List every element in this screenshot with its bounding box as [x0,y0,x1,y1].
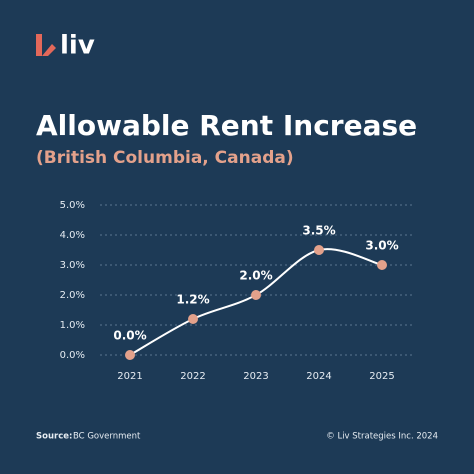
x-tick-label: 2025 [369,371,394,382]
source: BC Government [73,432,141,442]
x-tick-label: 2022 [180,371,205,382]
value-label: 1.2% [176,293,209,307]
logo-icon [36,34,56,56]
chart-subtitle: (British Columbia, Canada) [36,148,294,168]
y-tick-label: 0.0% [60,350,85,361]
source-label: Source: [36,432,72,442]
value-label: 2.0% [239,269,272,283]
point [377,260,387,270]
point [314,245,324,255]
y-tick-label: 3.0% [60,260,85,271]
value-label: 3.5% [302,224,335,238]
point [188,314,198,324]
value-label: 0.0% [113,329,146,343]
x-tick-label: 2021 [117,371,142,382]
point [125,350,135,360]
y-tick-label: 2.0% [60,290,85,301]
y-tick-label: 1.0% [60,320,85,331]
chart-title: Allowable Rent Increase [36,109,417,142]
value-label: 3.0% [365,239,398,253]
y-tick-label: 4.0% [60,230,85,241]
x-tick-label: 2024 [306,371,331,382]
x-tick-label: 2023 [243,371,268,382]
copyright: © Liv Strategies Inc. 2024 [326,432,438,442]
y-tick-label: 5.0% [60,200,85,211]
logo-text: liv [60,31,95,61]
point [251,290,261,300]
